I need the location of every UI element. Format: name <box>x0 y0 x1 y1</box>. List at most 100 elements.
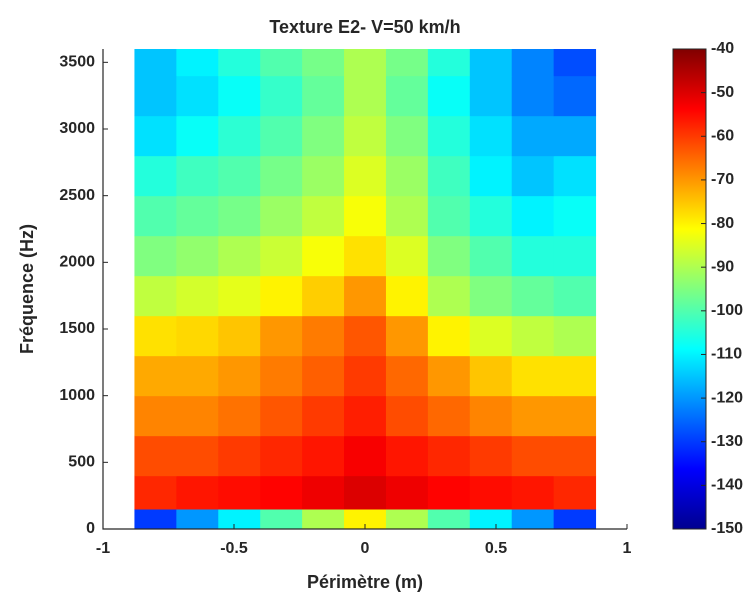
heatmap-cell <box>344 355 387 397</box>
heatmap-cell <box>553 115 597 157</box>
colorbar-tick-label: -90 <box>711 258 734 275</box>
heatmap-cell <box>218 355 261 397</box>
heatmap-cell <box>511 509 555 530</box>
colorbar-tick-label: -60 <box>711 127 734 144</box>
x-tick-label: -0.5 <box>220 540 248 557</box>
heatmap-cell <box>427 395 471 437</box>
heatmap-cell <box>469 75 513 117</box>
y-tick-label: 3500 <box>59 54 95 71</box>
heatmap-cell <box>260 155 303 197</box>
heatmap-cell <box>469 49 513 77</box>
heatmap-cell <box>302 355 345 397</box>
heatmap-cell <box>469 475 513 510</box>
heatmap-cell <box>553 75 597 117</box>
heatmap-cell <box>385 155 429 197</box>
colorbar-tick-label: -150 <box>711 520 743 537</box>
heatmap-cell <box>427 509 471 530</box>
heatmap-cell <box>427 49 471 77</box>
heatmap-cell <box>385 395 429 437</box>
heatmap-cell <box>176 435 219 477</box>
heatmap-cell <box>427 235 471 277</box>
heatmap-cell <box>469 435 513 477</box>
heatmap-cell <box>511 395 555 437</box>
heatmap-cell <box>427 75 471 117</box>
heatmap-cell <box>176 75 219 117</box>
colorbar-tick-label: -50 <box>711 84 734 101</box>
heatmap-cell <box>260 509 303 530</box>
heatmap-cell <box>469 155 513 197</box>
heatmap-cell <box>302 195 345 237</box>
heatmap-cell <box>218 115 261 157</box>
colorbar-tick-label: -140 <box>711 477 743 494</box>
heatmap-cell <box>553 395 597 437</box>
heatmap-cell <box>134 75 177 117</box>
heatmap-cell <box>553 195 597 237</box>
heatmap-cell <box>469 395 513 437</box>
heatmap-cell <box>511 235 555 277</box>
heatmap-cell <box>469 355 513 397</box>
heatmap-cell <box>134 435 177 477</box>
colorbar-tick-label: -40 <box>711 40 734 57</box>
heatmap-cell <box>469 235 513 277</box>
heatmap-cell <box>344 315 387 357</box>
x-tick-label: 0 <box>361 540 370 557</box>
heatmap-cell <box>176 235 219 277</box>
heatmap-cell <box>302 395 345 437</box>
heatmap-cell <box>553 509 597 530</box>
heatmap-cell <box>427 275 471 317</box>
heatmap-cell <box>134 49 177 77</box>
heatmap-cell <box>218 75 261 117</box>
heatmap-cell <box>134 115 177 157</box>
heatmap-cell <box>260 355 303 397</box>
heatmap-cell <box>260 435 303 477</box>
heatmap-cell <box>553 475 597 510</box>
y-tick-label: 1000 <box>59 387 95 404</box>
heatmap-cell <box>427 355 471 397</box>
heatmap-cell <box>385 509 429 530</box>
x-tick-label: -1 <box>96 540 110 557</box>
y-tick-label: 500 <box>68 454 95 471</box>
heatmap-cell <box>427 475 471 510</box>
x-axis-label: Périmètre (m) <box>307 572 423 592</box>
heatmap-cell <box>469 195 513 237</box>
heatmap-cell <box>344 235 387 277</box>
heatmap-cell <box>385 115 429 157</box>
heatmap-cell <box>302 509 345 530</box>
heatmap-cell <box>176 195 219 237</box>
heatmap-cell <box>260 115 303 157</box>
colorbar-tick-label: -80 <box>711 215 734 232</box>
heatmap-cell <box>260 275 303 317</box>
heatmap-cell <box>218 195 261 237</box>
heatmap-cell <box>134 235 177 277</box>
heatmap-cell <box>134 355 177 397</box>
heatmap-cell <box>511 195 555 237</box>
colorbar-tick-label: -130 <box>711 433 743 450</box>
heatmap-cell <box>511 49 555 77</box>
y-axis-label: Fréquence (Hz) <box>17 224 37 354</box>
heatmap-cell <box>511 75 555 117</box>
heatmap-cell <box>553 355 597 397</box>
y-tick-label: 2000 <box>59 254 95 271</box>
heatmap-cell <box>344 75 387 117</box>
heatmap-cell <box>511 355 555 397</box>
heatmap-cell <box>302 475 345 510</box>
heatmap-cell <box>176 115 219 157</box>
heatmap-cell <box>302 275 345 317</box>
heatmap-cell <box>134 195 177 237</box>
colorbar <box>672 48 707 530</box>
heatmap-cell <box>469 509 513 530</box>
heatmap-cell <box>511 275 555 317</box>
heatmap-cell <box>385 235 429 277</box>
heatmap-cell <box>427 115 471 157</box>
heatmap-cell <box>134 315 177 357</box>
heatmap-cell <box>260 49 303 77</box>
heatmap-cell <box>385 195 429 237</box>
heatmap-cell <box>344 275 387 317</box>
heatmap-cell <box>511 475 555 510</box>
heatmap-cell <box>176 315 219 357</box>
heatmap-cell <box>553 49 597 77</box>
x-tick-label: 1 <box>623 540 632 557</box>
heatmap-cell <box>385 355 429 397</box>
heatmap-cell <box>344 435 387 477</box>
heatmap-cell <box>344 195 387 237</box>
